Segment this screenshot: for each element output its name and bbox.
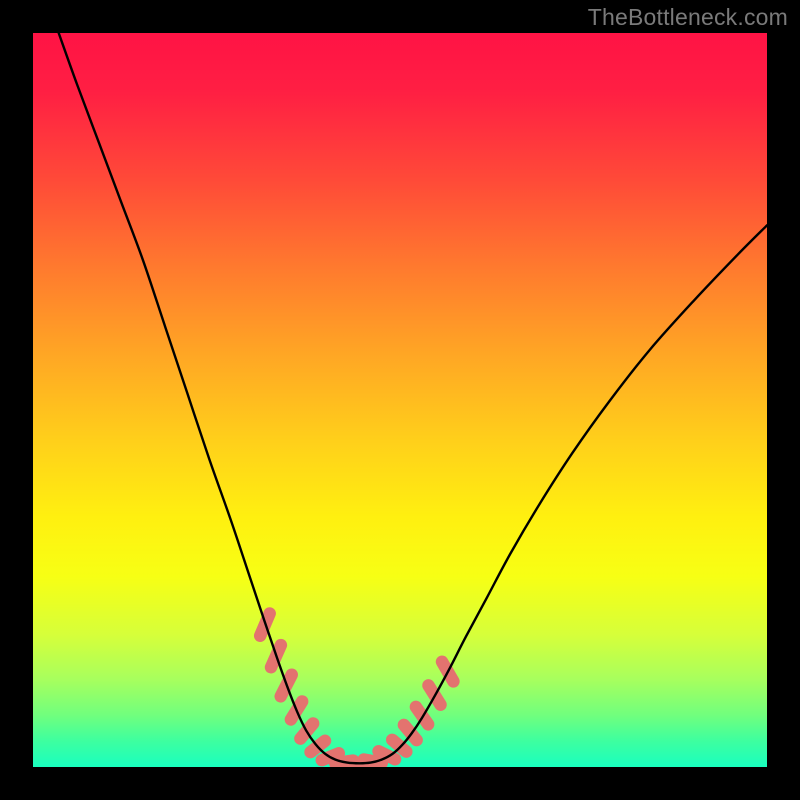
curve-layer bbox=[33, 33, 767, 767]
bottleneck-curve bbox=[59, 33, 767, 763]
watermark-text: TheBottleneck.com bbox=[588, 4, 788, 31]
chart-stage: TheBottleneck.com bbox=[0, 0, 800, 800]
highlight-band bbox=[252, 605, 462, 767]
plot-area bbox=[33, 33, 767, 767]
